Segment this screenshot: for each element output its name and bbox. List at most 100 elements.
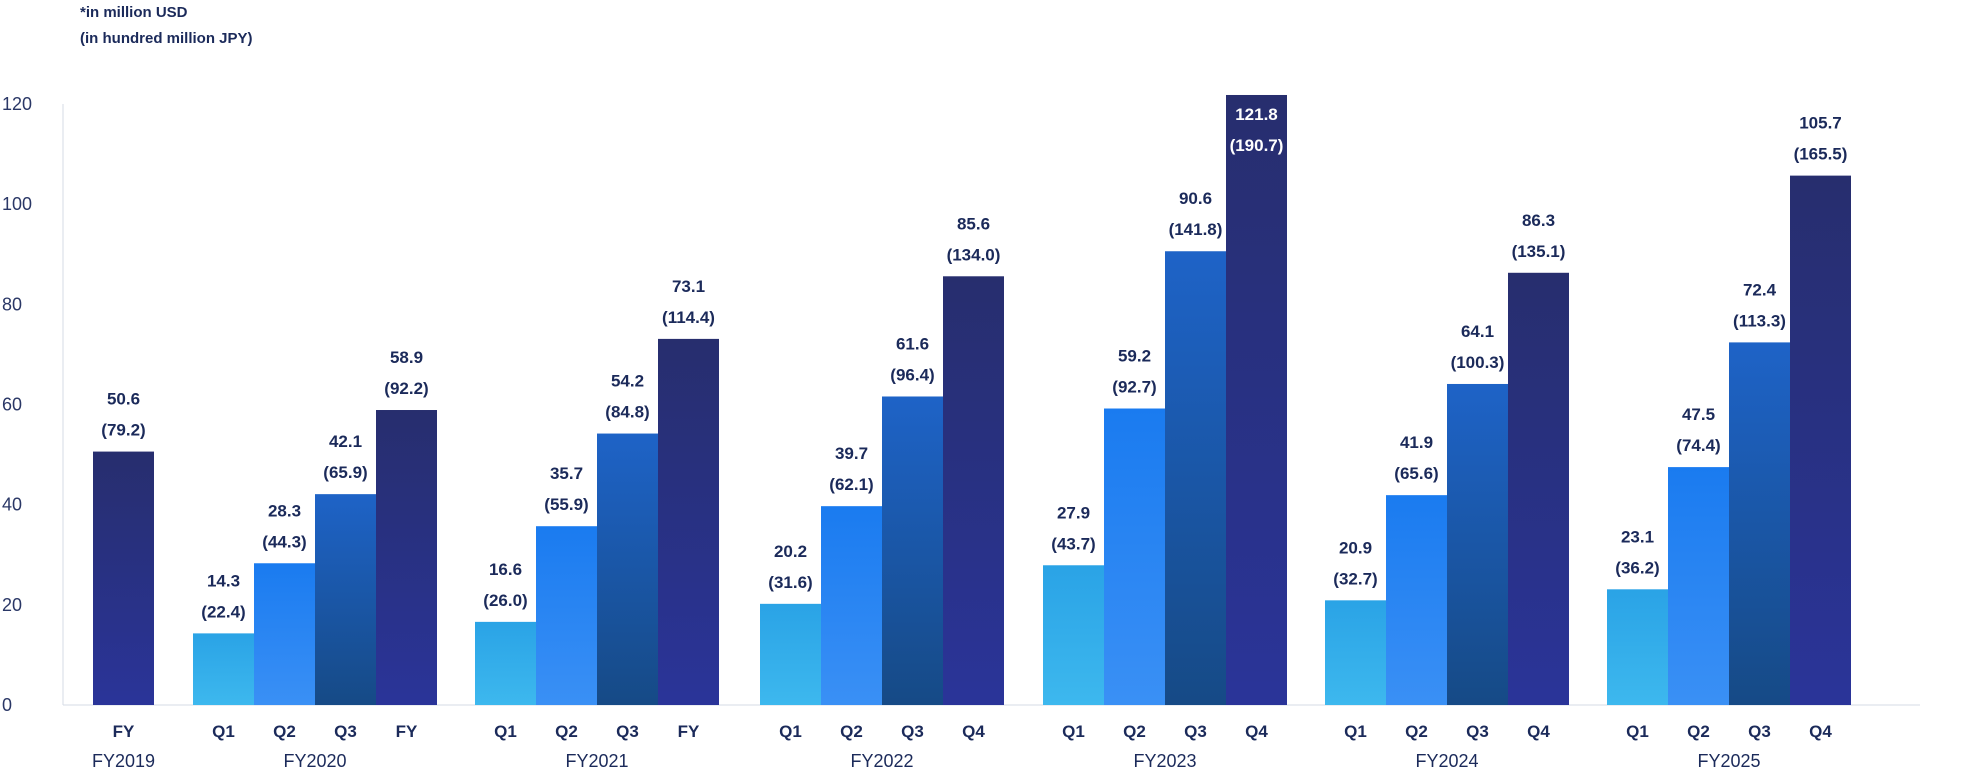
value-label-jpy: (43.7) xyxy=(1051,534,1095,553)
x-tick-label: Q3 xyxy=(334,722,357,741)
value-label-jpy: (22.4) xyxy=(201,602,245,621)
bar-fy2025-q2 xyxy=(1668,467,1729,705)
value-label-jpy: (96.4) xyxy=(890,365,934,384)
bar-fy2020-q1 xyxy=(193,633,254,705)
bar-fy2021-q1 xyxy=(475,621,536,705)
x-tick-label: Q3 xyxy=(1466,722,1489,741)
value-label-usd: 59.2 xyxy=(1118,347,1151,366)
x-tick-label: FY xyxy=(396,722,418,741)
x-tick-label: Q2 xyxy=(1687,722,1710,741)
x-tick-label: Q2 xyxy=(1405,722,1428,741)
group-label: FY2022 xyxy=(850,751,913,771)
value-label-jpy: (65.9) xyxy=(323,463,367,482)
value-label-jpy: (79.2) xyxy=(101,421,145,440)
bar-fy2022-q4 xyxy=(943,276,1004,705)
x-tick-label: Q1 xyxy=(1062,722,1085,741)
x-tick-label: Q1 xyxy=(1344,722,1367,741)
x-tick-label: Q4 xyxy=(962,722,985,741)
value-label-jpy: (44.3) xyxy=(262,532,306,551)
bar-fy2024-q4 xyxy=(1508,272,1569,705)
value-label-jpy: (36.2) xyxy=(1615,558,1659,577)
bar-fy2021-fy xyxy=(658,338,719,705)
value-label-jpy: (113.3) xyxy=(1733,311,1786,330)
x-tick-label: Q1 xyxy=(1626,722,1649,741)
y-tick-label: 20 xyxy=(2,595,22,615)
group-label: FY2025 xyxy=(1697,751,1760,771)
value-label-usd: 23.1 xyxy=(1621,527,1654,546)
bar-fy2022-q2 xyxy=(821,506,882,705)
unit-note-jpy: (in hundred million JPY) xyxy=(80,30,253,47)
value-label-usd: 16.6 xyxy=(489,560,522,579)
value-label-usd: 50.6 xyxy=(107,390,140,409)
bar-fy2024-q2 xyxy=(1386,495,1447,705)
x-tick-label: Q4 xyxy=(1527,722,1550,741)
value-label-jpy: (92.2) xyxy=(384,379,428,398)
x-tick-label: Q1 xyxy=(494,722,517,741)
y-tick-label: 120 xyxy=(2,94,32,114)
value-label-jpy: (74.4) xyxy=(1676,436,1720,455)
value-label-usd: 28.3 xyxy=(268,501,301,520)
value-label-usd: 64.1 xyxy=(1461,322,1494,341)
bar-fy2021-q2 xyxy=(536,526,597,705)
value-labels: 50.6 (79.2) 14.3 (22.4) 28.3 (44.3) 42.1 (65.9)… xyxy=(101,105,1847,621)
y-tick-label: 0 xyxy=(2,695,12,715)
bar-fy2022-q3 xyxy=(882,396,943,705)
value-label-usd: 85.6 xyxy=(957,214,990,233)
x-tick-label: Q4 xyxy=(1809,722,1832,741)
value-label-usd: 20.2 xyxy=(774,542,807,561)
bar-fy2023-q3 xyxy=(1165,251,1226,705)
value-label-usd: 90.6 xyxy=(1179,189,1212,208)
value-label-usd: 72.4 xyxy=(1743,280,1777,299)
value-label-usd: 121.8 xyxy=(1235,105,1278,124)
value-label-jpy: (32.7) xyxy=(1333,569,1377,588)
x-axis: FY FY2019 Q1 Q2 Q3 FY FY2020 Q1 Q2 Q3 FY FY2021 Q1 Q2… xyxy=(92,722,1832,771)
value-label-jpy: (31.6) xyxy=(768,573,812,592)
value-label-usd: 105.7 xyxy=(1799,114,1842,133)
value-label-usd: 35.7 xyxy=(550,464,583,483)
value-label-usd: 54.2 xyxy=(611,372,644,391)
value-label-usd: 14.3 xyxy=(207,571,240,590)
value-label-usd: 20.9 xyxy=(1339,538,1372,557)
value-label-usd: 58.9 xyxy=(390,348,423,367)
bar-fy2019-fy xyxy=(93,451,154,705)
x-tick-label: Q3 xyxy=(901,722,924,741)
group-label: FY2023 xyxy=(1133,751,1196,771)
value-label-jpy: (190.7) xyxy=(1230,136,1284,155)
x-tick-label: Q3 xyxy=(616,722,639,741)
x-tick-label: FY xyxy=(678,722,700,741)
bar-fy2021-q3 xyxy=(597,433,658,705)
y-tick-label: 80 xyxy=(2,294,22,314)
bar-fy2023-q4 xyxy=(1226,94,1287,706)
bar-fy2024-q3 xyxy=(1447,383,1508,705)
y-tick-label: 60 xyxy=(2,395,22,415)
bar-fy2025-q1 xyxy=(1607,589,1668,705)
value-label-jpy: (65.6) xyxy=(1394,464,1438,483)
y-tick-label: 40 xyxy=(2,495,22,515)
value-label-usd: 27.9 xyxy=(1057,503,1090,522)
value-label-jpy: (100.3) xyxy=(1451,353,1505,372)
x-tick-label: FY xyxy=(113,722,135,741)
bar-fy2020-fy xyxy=(376,410,437,705)
value-label-jpy: (114.4) xyxy=(662,308,715,327)
value-label-jpy: (134.0) xyxy=(947,245,1001,264)
value-label-usd: 86.3 xyxy=(1522,211,1555,230)
group-label: FY2024 xyxy=(1415,751,1478,771)
x-tick-label: Q2 xyxy=(840,722,863,741)
value-label-jpy: (84.8) xyxy=(605,403,649,422)
bar-fy2020-q2 xyxy=(254,563,315,705)
bar-fy2020-q3 xyxy=(315,494,376,705)
x-tick-label: Q2 xyxy=(273,722,296,741)
value-label-usd: 47.5 xyxy=(1682,405,1715,424)
x-tick-label: Q3 xyxy=(1748,722,1771,741)
group-label: FY2021 xyxy=(565,751,628,771)
x-tick-label: Q1 xyxy=(212,722,235,741)
value-label-jpy: (92.7) xyxy=(1112,378,1156,397)
bar-fy2025-q3 xyxy=(1729,342,1790,705)
bar-series xyxy=(93,94,1851,706)
bar-fy2023-q2 xyxy=(1104,408,1165,705)
value-label-usd: 73.1 xyxy=(672,277,705,296)
x-tick-label: Q3 xyxy=(1184,722,1207,741)
bar-fy2025-q4 xyxy=(1790,175,1851,706)
y-tick-label: 100 xyxy=(2,194,32,214)
x-tick-label: Q2 xyxy=(555,722,578,741)
